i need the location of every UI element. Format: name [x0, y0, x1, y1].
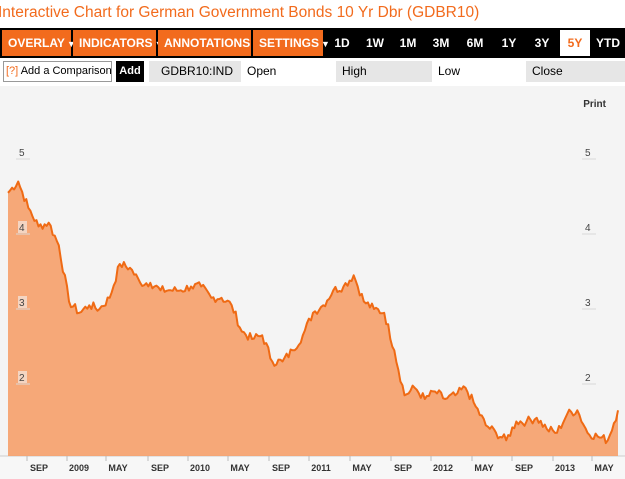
- comparison-bar: [?] Add a Comparison Add GDBR10:IND Open…: [0, 60, 625, 84]
- indicators-menu-label: INDICATORS: [79, 36, 153, 50]
- title-bar: Interactive Chart for German Government …: [0, 0, 625, 26]
- x-tick-label: SEP: [151, 463, 169, 473]
- y-tick-left-3: 3: [19, 298, 25, 309]
- add-comparison-button[interactable]: Add: [116, 61, 144, 82]
- y-tick-right-3-bg: [584, 296, 593, 308]
- x-tick-label: 2010: [190, 463, 210, 473]
- page-title: Interactive Chart for German Government …: [0, 4, 480, 21]
- y-tick-left-5-bg: [18, 146, 27, 158]
- overlay-menu-label: OVERLAY: [8, 36, 65, 50]
- range-ytd-button[interactable]: YTD: [596, 36, 620, 50]
- x-tick-label: SEP: [515, 463, 533, 473]
- annotations-menu-button[interactable]: ANNOTATIONS▼: [158, 30, 261, 56]
- x-tick-label: 2011: [311, 463, 331, 473]
- x-tick-label: 2013: [555, 463, 575, 473]
- chart-area: 5 5 4 4 3 3 2 2 SEP 2009 MAY SEP 2010 MAY SEP 2011 MAY SE…: [0, 86, 625, 479]
- ticker-symbol: GDBR10:IND: [149, 61, 241, 82]
- y-tick-left-2: 2: [19, 373, 25, 384]
- x-tick-label: MAY: [474, 463, 493, 473]
- series-line: [7, 180, 619, 445]
- high-label: High: [336, 61, 432, 82]
- y-tick-left-4-bg: [18, 221, 27, 233]
- range-1w-button[interactable]: 1W: [366, 36, 384, 50]
- settings-menu-button[interactable]: SETTINGS ▼: [253, 30, 330, 56]
- series-area: [8, 181, 618, 456]
- chevron-down-icon: ▼: [321, 39, 330, 49]
- annotations-menu-label: ANNOTATIONS: [164, 36, 251, 50]
- y-tick-right-3: 3: [585, 298, 591, 309]
- low-label: Low: [432, 61, 526, 82]
- range-1d-button[interactable]: 1D: [334, 36, 350, 50]
- x-tick-label: MAY: [352, 463, 371, 473]
- price-chart[interactable]: 5 5 4 4 3 3 2 2 SEP 2009 MAY SEP 2010 MAY SEP 2011 MAY SE…: [0, 86, 625, 479]
- range-5y-button[interactable]: 5Y: [560, 30, 590, 56]
- y-tick-left-3-bg: [18, 296, 27, 308]
- x-tick-label: SEP: [272, 463, 290, 473]
- toolbar: OVERLAY▼ INDICATORS▼ ANNOTATIONS▼ SETTIN…: [0, 28, 625, 58]
- close-label: Close: [526, 61, 625, 82]
- x-tick-label: MAY: [594, 463, 613, 473]
- y-tick-left-2-bg: [18, 371, 27, 383]
- x-axis-band: [0, 456, 625, 479]
- x-tick-label: SEP: [394, 463, 412, 473]
- add-comparison-label: Add a Comparison: [20, 65, 112, 77]
- range-1m-button[interactable]: 1M: [399, 36, 417, 50]
- print-link[interactable]: Print: [583, 99, 606, 110]
- range-6m-button[interactable]: 6M: [466, 36, 484, 50]
- y-tick-right-2-bg: [584, 371, 593, 383]
- x-tick-label: 2012: [433, 463, 453, 473]
- x-tick-label: SEP: [30, 463, 48, 473]
- x-tick-label: 2009: [69, 463, 89, 473]
- y-tick-right-2: 2: [585, 373, 591, 384]
- settings-menu-label: SETTINGS: [259, 36, 320, 50]
- range-3y-button[interactable]: 3Y: [534, 36, 550, 50]
- open-label: Open: [241, 61, 336, 82]
- y-tick-left-5: 5: [19, 148, 25, 159]
- range-3m-button[interactable]: 3M: [432, 36, 450, 50]
- add-comparison-input[interactable]: [?] Add a Comparison: [3, 61, 112, 82]
- indicators-menu-button[interactable]: INDICATORS▼: [73, 30, 163, 56]
- y-tick-right-4: 4: [585, 223, 591, 234]
- y-tick-left-4: 4: [19, 223, 25, 234]
- y-tick-right-5: 5: [585, 148, 591, 159]
- range-1y-button[interactable]: 1Y: [501, 36, 517, 50]
- x-tick-label: MAY: [108, 463, 127, 473]
- y-tick-right-4-bg: [584, 221, 593, 233]
- x-tick-label: MAY: [230, 463, 249, 473]
- help-icon[interactable]: [?]: [6, 65, 19, 77]
- chevron-down-icon: ▼: [66, 39, 76, 49]
- y-tick-right-5-bg: [584, 146, 593, 158]
- overlay-menu-button[interactable]: OVERLAY ▼: [2, 30, 76, 56]
